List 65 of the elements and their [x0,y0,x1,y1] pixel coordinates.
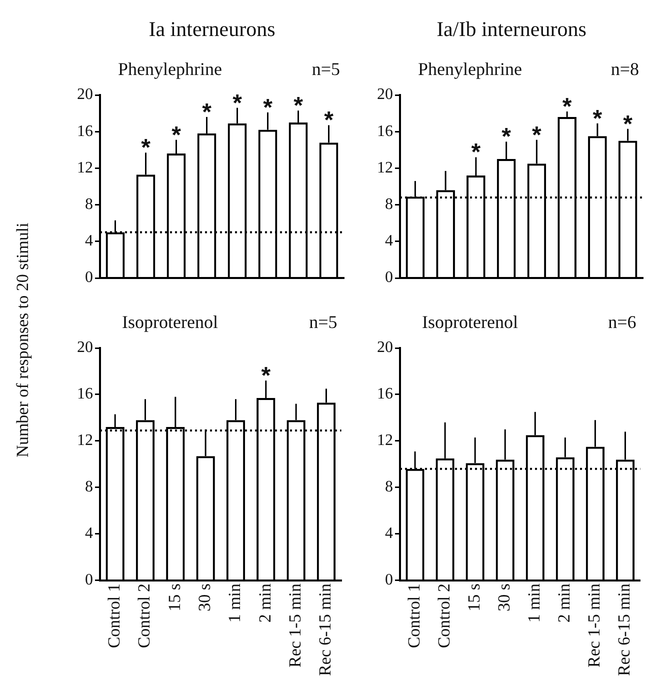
annotation: * [141,134,152,162]
x-tick-label: Control 2 [134,583,154,648]
y-tick-label: 4 [85,232,93,250]
y-tick-label: 0 [85,572,93,589]
x-tick-label: Control 1 [104,583,124,648]
y-tick-label: 16 [377,122,393,140]
annotation: * [471,139,482,166]
annotation: * [263,94,274,122]
chart-title: Ia interneurons [148,17,276,41]
y-tick-label: 4 [85,525,93,542]
y-axis-title: Number of responses to 20 stimuli [13,222,33,458]
chart-subtitle: Isoproterenol [122,312,218,332]
chart-title: Ia/Ib interneurons [436,17,586,41]
y-tick-label: 16 [77,122,93,140]
y-tick-label: 8 [385,478,393,496]
annotation: * [172,122,182,149]
y-tick-label: 8 [85,196,93,214]
text: n=6 [608,312,636,332]
x-tick-label: 2 min [554,582,574,623]
y-tick-label: 12 [377,432,393,450]
y-tick-label: 0 [385,572,393,589]
annotation: * [562,93,572,120]
x-tick-label: 30 s [494,583,514,612]
y-tick-label: 16 [77,386,93,403]
x-tick-label: Rec 1-5 min [286,582,305,668]
y-tick-label: 12 [77,432,93,450]
chart-subtitle: Phenylephrine [118,59,222,79]
x-tick-label: 30 s [195,583,214,612]
y-tick-label: 0 [385,269,393,286]
annotation: * [592,105,603,132]
text: n=8 [610,59,639,79]
annotation: * [502,124,512,151]
annotation: * [623,110,634,138]
x-tick-label: Rec 1-5 min [584,582,604,668]
chart-subtitle: Phenylephrine [418,59,522,79]
y-tick-label: 20 [77,86,93,104]
x-tick-label: Rec 6-15 min [614,582,634,676]
annotation: * [232,90,243,117]
x-tick-label: Control 1 [404,583,424,648]
annotation: * [324,107,334,134]
x-tick-label: 1 min [524,582,544,623]
x-tick-label: 15 s [164,583,184,612]
y-tick-label: 12 [377,159,393,176]
y-tick-label: 0 [85,269,93,286]
x-tick-label: Rec 6-15 min [316,582,335,676]
y-tick-label: 12 [77,159,93,176]
annotation: * [202,98,212,126]
y-tick-label: 8 [85,478,93,496]
y-tick-label: 8 [385,196,393,214]
chart-subtitle: Isoproterenol [422,312,518,332]
annotation: * [294,92,304,120]
text: n=5 [309,312,338,332]
x-tick-label: 1 min [225,582,244,623]
annotation: * [532,122,542,149]
y-tick-label: 20 [377,86,393,104]
y-tick-label: 16 [377,386,393,403]
y-tick-label: 20 [377,339,393,356]
x-tick-label: 15 s [464,583,484,612]
x-tick-label: 2 min [255,582,274,623]
annotation: * [261,362,272,390]
y-tick-label: 4 [385,525,393,542]
y-tick-label: 20 [77,339,93,356]
y-tick-label: 4 [385,232,393,250]
x-tick-label: Control 2 [434,583,454,648]
text: n=5 [312,59,340,79]
